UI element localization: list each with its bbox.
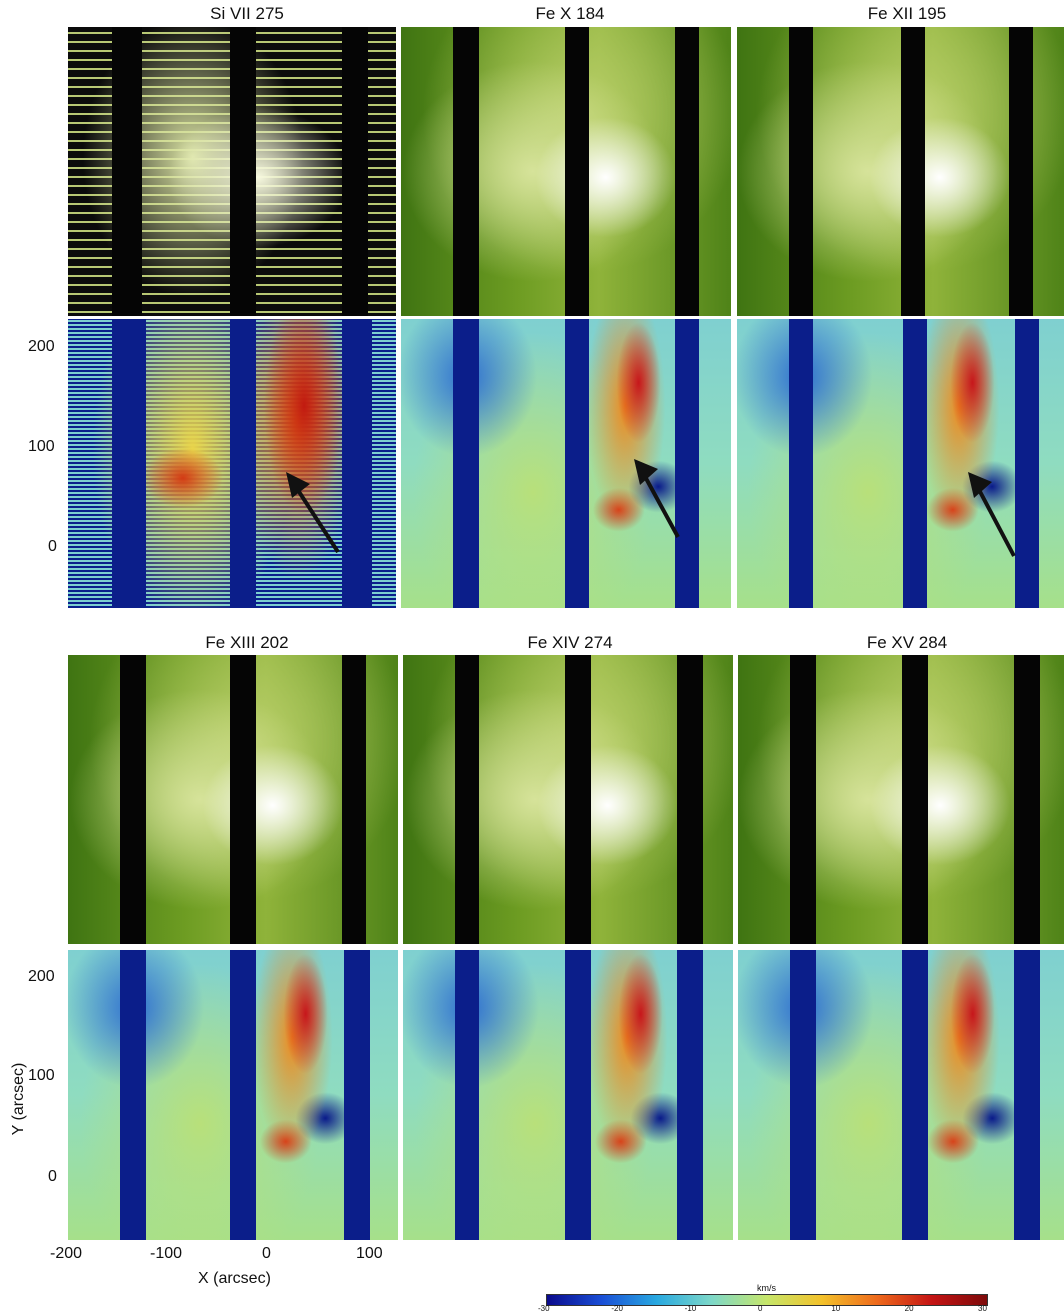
data-gap <box>230 319 256 608</box>
colorbar-tick-label: 0 <box>758 1304 763 1313</box>
arrow-marker-fe-x <box>634 459 680 538</box>
data-gap <box>1015 319 1039 608</box>
x-tick-0: 0 <box>262 1245 271 1262</box>
panel-title-fe-xiii-202: Fe XIII 202 <box>205 633 289 652</box>
data-gap <box>455 655 479 944</box>
data-gap <box>903 319 927 608</box>
data-gap <box>342 319 372 608</box>
colorbar-tick-label: -20 <box>611 1304 623 1313</box>
intensity-panel-fe-xiii-202 <box>68 655 398 944</box>
panel-title-fe-xv-284: Fe XV 284 <box>866 633 948 652</box>
arrow-marker-fe-xii <box>968 472 1016 557</box>
velocity-panel-fe-xiii-202 <box>68 950 398 1240</box>
data-gap <box>902 950 928 1240</box>
data-gap <box>902 655 928 944</box>
data-gap <box>230 655 256 944</box>
colorbar-unit: km/s <box>757 1283 776 1293</box>
data-gap <box>565 319 589 608</box>
x-tick-neg200: -200 <box>50 1245 83 1262</box>
colorbar-ticks: -30 -20 -10 0 10 20 30 <box>538 1304 987 1313</box>
panel-title-fe-xii-195: Fe XII 195 <box>867 4 947 23</box>
data-gap <box>1014 950 1040 1240</box>
x-tick-neg100: -100 <box>150 1245 183 1262</box>
arrow-marker-si-vii <box>286 472 340 554</box>
data-gap <box>565 27 589 316</box>
velocity-panel-si-vii-275 <box>68 319 396 608</box>
data-gap <box>901 27 925 316</box>
intensity-panel-fe-xii-195 <box>737 27 1064 316</box>
y-tick-100-row1: 100 <box>28 438 55 455</box>
data-gap <box>112 27 142 316</box>
data-gap <box>789 27 813 316</box>
velocity-panel-fe-x-184 <box>401 319 731 608</box>
panel-title-si-vii-275: Si VII 275 <box>210 4 284 23</box>
data-gap <box>230 950 256 1240</box>
y-tick-0-row1: 0 <box>48 538 57 555</box>
colorbar-tick-label: 30 <box>978 1304 987 1313</box>
velocity-panel-fe-xii-195 <box>737 319 1064 608</box>
y-axis-label: Y (arcsec) <box>10 1062 27 1136</box>
data-gap <box>790 950 816 1240</box>
data-gap <box>344 950 370 1240</box>
colorbar-tick-label: 10 <box>831 1304 841 1313</box>
intensity-panel-fe-x-184 <box>401 27 731 316</box>
data-gap <box>565 655 591 944</box>
panel-title-fe-x-184: Fe X 184 <box>535 4 605 23</box>
data-gap <box>677 950 703 1240</box>
data-gap <box>565 950 591 1240</box>
intensity-panel-fe-xv-284 <box>738 655 1064 944</box>
data-gap <box>1014 655 1040 944</box>
data-gap <box>1009 27 1033 316</box>
data-gap <box>342 27 368 316</box>
data-gap <box>230 27 256 316</box>
colorbar-tick-label: 20 <box>904 1304 914 1313</box>
data-gap <box>677 655 703 944</box>
data-gap <box>790 655 816 944</box>
y-tick-200-row2: 200 <box>28 968 55 985</box>
x-axis-label: X (arcsec) <box>198 1270 271 1287</box>
velocity-panel-fe-xiv-274 <box>403 950 733 1240</box>
data-gap <box>675 27 699 316</box>
y-tick-200-row1: 200 <box>28 338 55 355</box>
velocity-panel-fe-xv-284 <box>738 950 1064 1240</box>
intensity-panel-fe-xiv-274 <box>403 655 733 944</box>
y-tick-100-row2: 100 <box>28 1067 55 1084</box>
data-gap <box>453 27 479 316</box>
data-gap <box>112 319 146 608</box>
y-tick-0-row2: 0 <box>48 1168 57 1185</box>
data-gap <box>453 319 479 608</box>
data-gap <box>675 319 699 608</box>
colorbar-tick-label: -30 <box>538 1304 550 1313</box>
data-gap <box>342 655 366 944</box>
panel-title-fe-xiv-274: Fe XIV 274 <box>527 633 613 652</box>
data-gap <box>789 319 813 608</box>
intensity-panel-si-vii-275 <box>68 27 396 316</box>
colorbar-tick-label: -10 <box>684 1304 697 1313</box>
data-gap <box>455 950 479 1240</box>
data-gap <box>120 950 146 1240</box>
x-tick-100: 100 <box>356 1245 383 1262</box>
colorbar <box>546 1294 988 1306</box>
data-gap <box>120 655 146 944</box>
